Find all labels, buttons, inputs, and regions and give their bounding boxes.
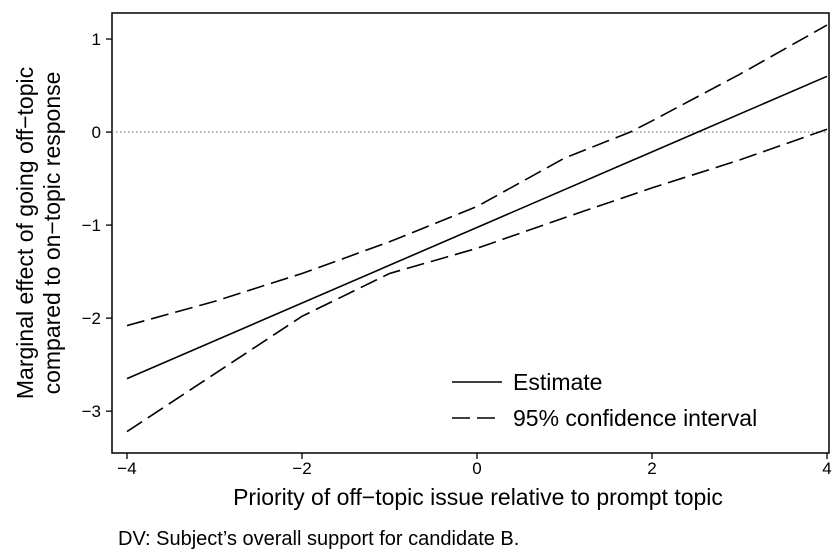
ci-lower-line [126,128,828,433]
x-tick-label: 4 [822,459,831,478]
legend-label-ci: 95% confidence interval [513,405,757,431]
legend-label-estimate: Estimate [513,369,602,395]
y-tick-label: −3 [82,402,101,421]
x-tick-label: −4 [117,459,136,478]
y-tick-label: 0 [92,123,101,142]
estimate-line [126,75,828,380]
ci-upper-line [126,24,828,327]
legend: Estimate 95% confidence interval [452,369,757,431]
y-tick-label: −2 [82,309,101,328]
x-tick-label: 0 [472,459,481,478]
y-tick-label: −1 [82,216,101,235]
y-axis-title-line-1: Marginal effect of going off−topic [12,67,38,399]
x-tick-label: −2 [292,459,311,478]
y-tick-label: 1 [92,30,101,49]
x-axis-title: Priority of off−topic issue relative to … [233,484,723,510]
plot-frame [111,12,830,454]
dv-note: DV: Subject’s overall support for candid… [118,528,519,550]
x-tick-label: 2 [647,459,656,478]
y-axis-title-line-2: compared to on−topic response [39,72,65,395]
